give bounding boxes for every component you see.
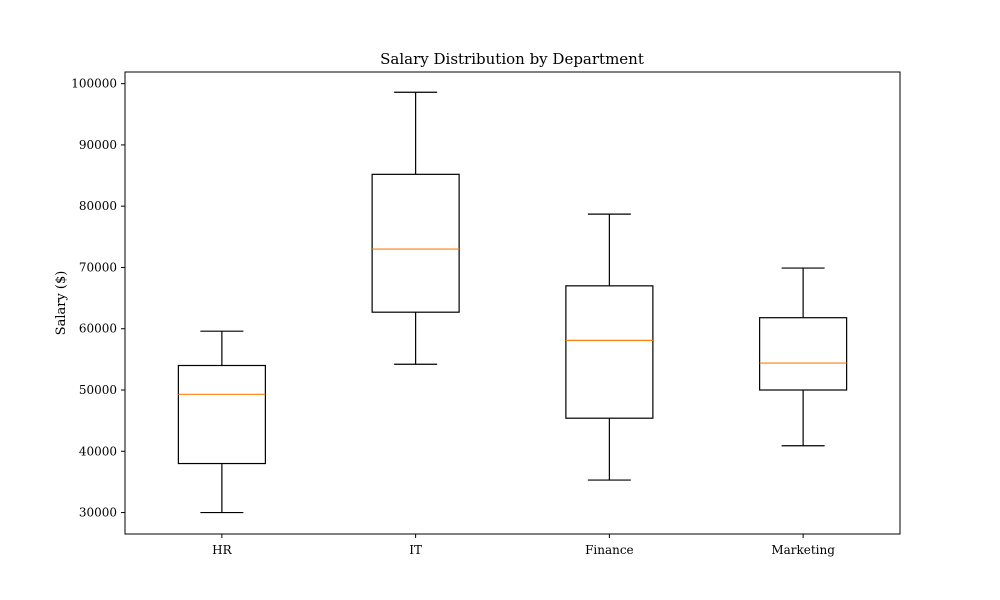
box-marketing (759, 267, 848, 447)
y-tick-label: 80000 (79, 199, 117, 213)
box-hr (177, 330, 266, 514)
x-tick-label-finance: Finance (585, 543, 634, 557)
x-tick-label-marketing: Marketing (771, 543, 835, 557)
box-it (371, 91, 460, 365)
x-tick-label-it: IT (409, 543, 422, 557)
iqr-box (371, 173, 460, 313)
y-tick-label: 40000 (79, 444, 117, 458)
iqr-box (759, 317, 848, 391)
x-axis-ticks: HR IT Finance Marketing (212, 534, 835, 557)
y-tick-label: 50000 (79, 383, 117, 397)
y-tick-label: 30000 (79, 506, 117, 520)
iqr-box (565, 285, 654, 419)
x-tick-label-hr: HR (212, 543, 232, 557)
y-tick-label: 90000 (79, 138, 117, 152)
chart-title: Salary Distribution by Department (380, 50, 644, 68)
box-series (177, 91, 848, 514)
iqr-box (177, 364, 266, 465)
box-finance (565, 213, 654, 481)
y-tick-label: 70000 (79, 260, 117, 274)
y-axis-ticks: 30000 40000 50000 60000 70000 80000 90000 10000… (71, 77, 125, 520)
y-tick-label: 60000 (79, 322, 117, 336)
y-axis-label: Salary ($) (54, 271, 69, 336)
y-tick-label: 100000 (71, 77, 117, 91)
plot-area-frame (124, 71, 901, 535)
